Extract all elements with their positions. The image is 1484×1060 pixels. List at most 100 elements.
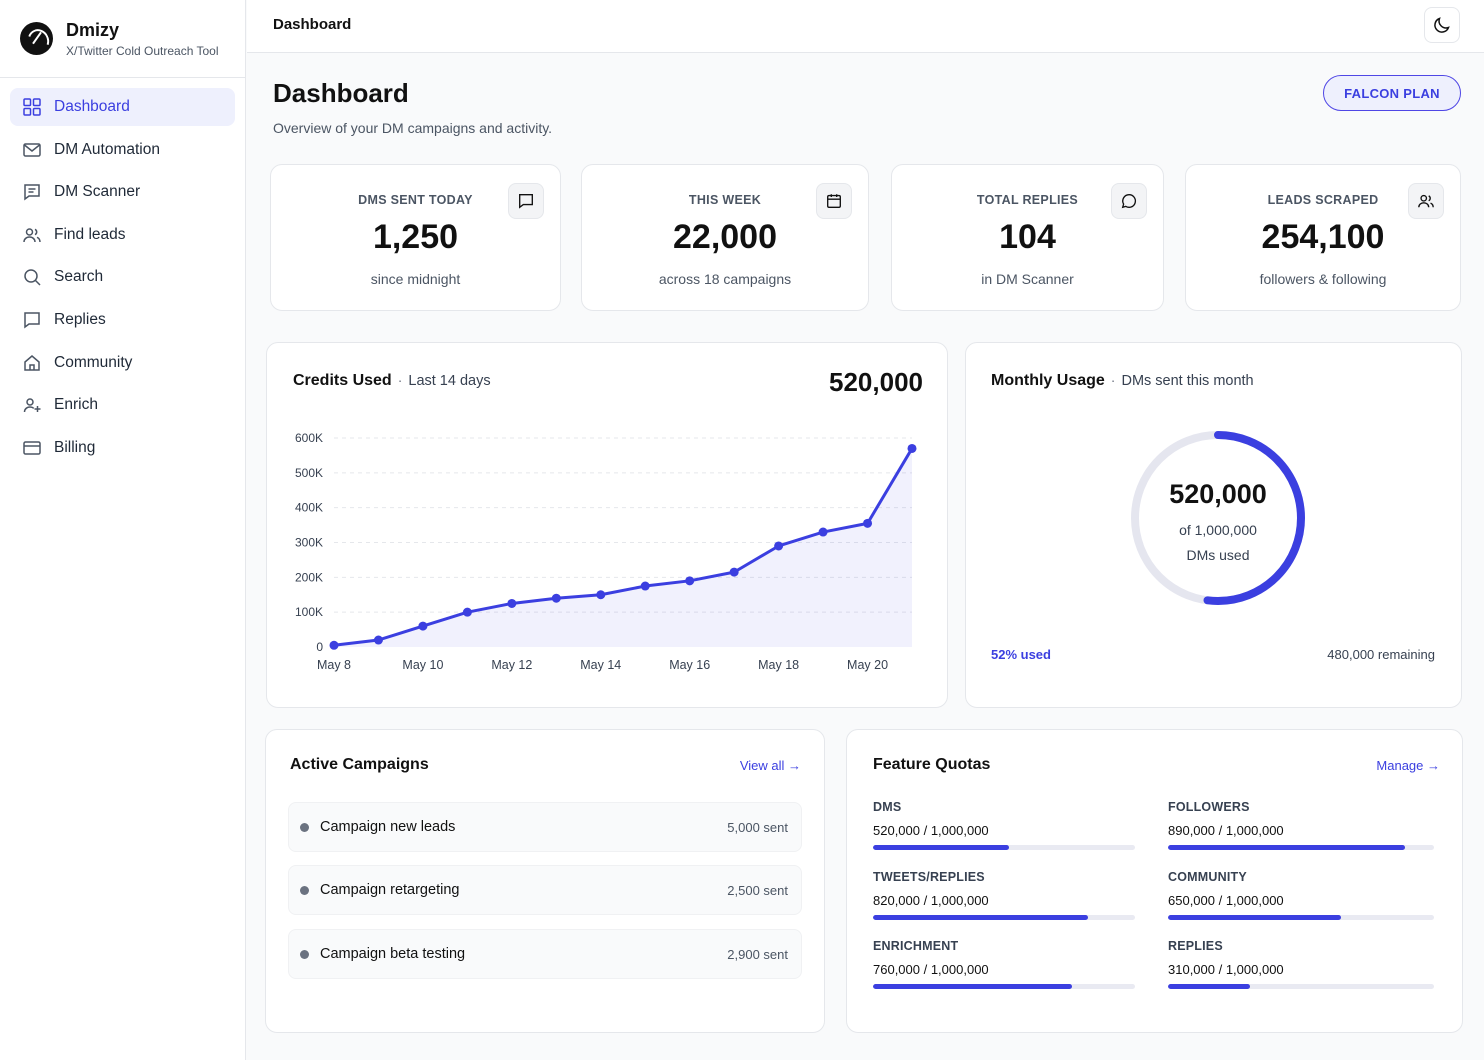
stat-subtext: across 18 campaigns <box>658 271 792 287</box>
credits-total: 520,000 <box>829 367 923 397</box>
area-fill <box>334 448 912 647</box>
stat-value: 22,000 <box>673 218 777 256</box>
view-all-link[interactable]: View all → <box>739 758 801 773</box>
donut-of-label: of 1,000,000 <box>1179 522 1257 538</box>
quota-value: 520,000 / 1,000,000 <box>873 823 989 838</box>
quota-value: 310,000 / 1,000,000 <box>1168 962 1284 977</box>
usage-donut-chart <box>1131 431 1305 605</box>
data-point <box>729 567 739 577</box>
stat-label: DMS SENT TODAY <box>358 193 473 207</box>
top-bar: Dashboard <box>247 0 1484 53</box>
sidebar-item-find-leads[interactable]: Find leads <box>10 216 235 254</box>
quota-progress-fill <box>873 915 1088 920</box>
x-tick-label: May 16 <box>669 658 710 672</box>
sidebar-item-community[interactable]: Community <box>10 344 235 382</box>
user-plus-icon <box>23 398 41 413</box>
campaign-sent-count: 2,900 sent <box>727 947 788 962</box>
stat-label: THIS WEEK <box>688 193 762 207</box>
card-title: Active Campaigns <box>290 756 429 773</box>
brand[interactable]: Dmizy X/Twitter Cold Outreach Tool <box>0 0 245 78</box>
search-icon <box>24 269 41 286</box>
data-point <box>418 621 428 631</box>
quota-progress-fill <box>873 984 1073 989</box>
brand-tagline: X/Twitter Cold Outreach Tool <box>66 44 219 58</box>
calendar-icon <box>816 183 852 219</box>
page-subtitle: Overview of your DM campaigns and activi… <box>273 120 553 136</box>
quota-progress-fill <box>1168 845 1405 850</box>
donut-value: 520,000 <box>1169 479 1267 509</box>
status-dot <box>300 823 309 832</box>
remaining-count: 480,000 remaining <box>1327 647 1435 662</box>
breadcrumb: Dashboard <box>273 16 352 33</box>
quota-progress-fill <box>1168 984 1251 989</box>
quota-label: TWEETS/REPLIES <box>873 870 985 884</box>
data-point <box>462 607 472 617</box>
monthly-header: Monthly Usage · DMs sent this month <box>991 372 1254 390</box>
quota-progress-bar <box>873 845 1135 850</box>
y-tick-label: 300K <box>295 536 323 550</box>
quota-value: 890,000 / 1,000,000 <box>1168 823 1284 838</box>
separator-dot: · <box>397 372 403 388</box>
grid-icon <box>23 98 41 116</box>
quota-value: 650,000 / 1,000,000 <box>1168 893 1284 908</box>
credits-used-card: Credits Used · Last 14 days 520,000 <box>266 342 948 708</box>
credits-line-chart: 0 100K 200K 300K 400K 500K 600K May 8 May 10 May … <box>295 431 917 672</box>
x-tick-label: May 8 <box>317 658 351 672</box>
status-dot <box>300 886 309 895</box>
sidebar-item-billing[interactable]: Billing <box>10 429 235 467</box>
quota-progress-bar <box>873 984 1135 989</box>
campaign-name: Campaign retargeting <box>320 882 460 898</box>
quota-progress-bar <box>1168 915 1434 920</box>
sidebar-item-label: Billing <box>54 438 96 456</box>
data-point <box>596 590 606 600</box>
sidebar-item-enrich[interactable]: Enrich <box>10 386 235 424</box>
y-tick-label: 500K <box>295 466 323 480</box>
sidebar-item-replies[interactable]: Replies <box>10 301 235 339</box>
x-tick-label: May 12 <box>491 658 532 672</box>
stat-subtext: followers & following <box>1259 271 1387 287</box>
x-tick-label: May 10 <box>402 658 443 672</box>
campaign-row[interactable]: Campaign retargeting 2,500 sent <box>288 865 802 915</box>
card-subtitle: DMs sent this month <box>1121 373 1254 389</box>
quota-community: COMMUNITY 650,000 / 1,000,000 <box>1168 870 1434 920</box>
mail-icon <box>23 142 41 157</box>
y-tick-label: 400K <box>295 501 323 515</box>
stat-value: 254,100 <box>1261 218 1385 256</box>
logo-icon <box>20 22 53 55</box>
quota-label: DMS <box>873 800 902 814</box>
donut-progress-arc <box>1131 431 1305 605</box>
chat-square-icon <box>508 183 544 219</box>
status-dot <box>300 950 309 959</box>
sidebar-item-dm-automation[interactable]: DM Automation <box>10 131 235 169</box>
y-tick-label: 200K <box>295 570 323 584</box>
chat-round-icon <box>1111 183 1147 219</box>
sidebar-item-label: Enrich <box>54 396 98 414</box>
sidebar-item-dashboard[interactable]: Dashboard <box>10 88 235 126</box>
chat-bubble-icon <box>24 312 40 329</box>
data-point <box>863 518 873 528</box>
credit-card-icon <box>23 441 41 455</box>
sidebar: Dmizy X/Twitter Cold Outreach Tool Dashb… <box>0 0 246 1060</box>
sidebar-item-search[interactable]: Search <box>10 258 235 296</box>
plan-badge-button[interactable]: FALCON PLAN <box>1323 75 1461 111</box>
stat-card-this-week: THIS WEEK 22,000 across 18 campaigns <box>581 164 869 311</box>
campaign-row[interactable]: Campaign beta testing 2,900 sent <box>288 929 802 979</box>
quota-tweets-replies: TWEETS/REPLIES 820,000 / 1,000,000 <box>873 870 1135 920</box>
campaign-name: Campaign beta testing <box>320 946 466 962</box>
stat-card-total-replies: TOTAL REPLIES 104 in DM Scanner <box>891 164 1164 311</box>
quota-followers: FOLLOWERS 890,000 / 1,000,000 <box>1168 800 1434 850</box>
sidebar-item-label: Search <box>54 268 104 286</box>
quota-value: 760,000 / 1,000,000 <box>873 962 989 977</box>
data-point <box>373 635 383 645</box>
page-title: Dashboard <box>273 78 409 108</box>
brand-name: Dmizy <box>66 20 120 40</box>
data-point <box>685 576 695 586</box>
theme-toggle-button[interactable] <box>1424 7 1460 43</box>
campaign-name: Campaign new leads <box>320 819 456 835</box>
moon-icon <box>1434 17 1450 33</box>
campaign-row[interactable]: Campaign new leads 5,000 sent <box>288 802 802 852</box>
data-point <box>818 527 828 537</box>
card-subtitle: Last 14 days <box>408 373 491 389</box>
sidebar-item-dm-scanner[interactable]: DM Scanner <box>10 173 235 211</box>
manage-link[interactable]: Manage → <box>1376 758 1440 773</box>
